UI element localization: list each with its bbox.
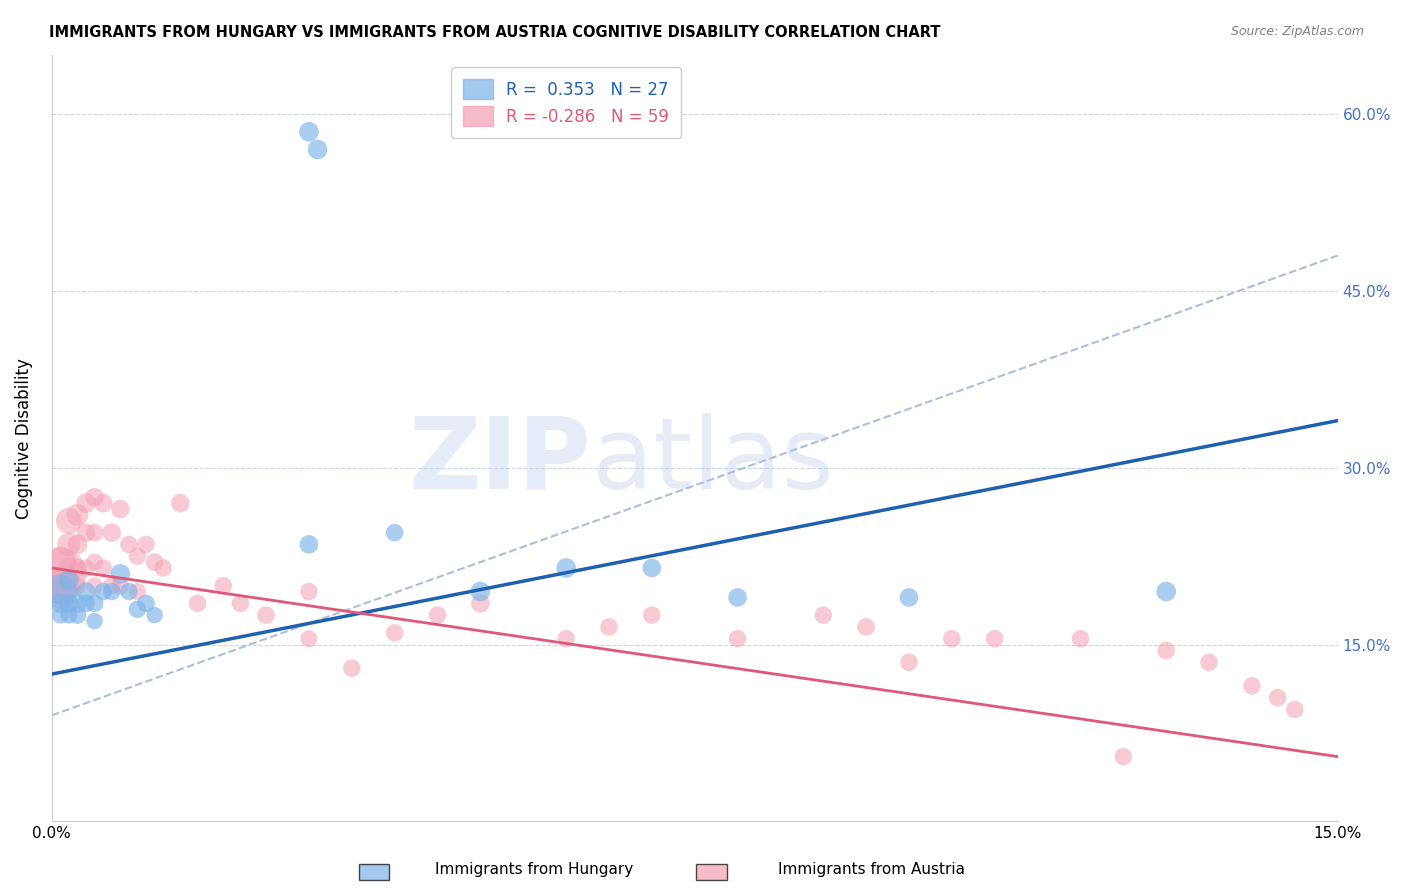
Point (58, 514, 80, 528)
Point (340, 661, 363, 675)
Point (555, 632, 578, 646)
Point (75, 596, 97, 610)
Point (91, 561, 114, 575)
Point (855, 620, 877, 634)
Point (169, 496, 191, 510)
Point (898, 591, 921, 605)
Point (66, 596, 89, 610)
Point (66, 508, 89, 522)
Point (83, 614, 105, 628)
Point (75, 525, 97, 540)
Point (229, 596, 252, 610)
Point (727, 591, 749, 605)
Point (110, 566, 132, 581)
Point (143, 608, 166, 623)
Point (727, 632, 749, 646)
Point (66, 537, 89, 551)
Point (598, 620, 620, 634)
Point (118, 584, 141, 599)
Point (49, 566, 72, 581)
Point (66, 579, 89, 593)
Point (75, 496, 97, 510)
Point (58, 573, 80, 587)
Point (813, 608, 835, 623)
Point (58, 537, 80, 551)
Legend: R =  0.353   N = 27, R = -0.286   N = 59: R = 0.353 N = 27, R = -0.286 N = 59 (451, 67, 681, 138)
Point (83, 555, 105, 569)
Point (1198, 655, 1220, 669)
Text: ZIP: ZIP (409, 413, 592, 510)
Point (91, 584, 114, 599)
Point (298, 632, 321, 646)
Point (83, 579, 105, 593)
Text: IMMIGRANTS FROM HUNGARY VS IMMIGRANTS FROM AUSTRIA COGNITIVE DISABILITY CORRELAT: IMMIGRANTS FROM HUNGARY VS IMMIGRANTS FR… (49, 25, 941, 40)
Point (983, 632, 1005, 646)
Point (941, 632, 963, 646)
Point (100, 584, 122, 599)
Point (58, 596, 80, 610)
Point (66, 561, 89, 575)
Point (1154, 643, 1177, 657)
Point (1112, 749, 1135, 764)
Point (298, 537, 321, 551)
Point (75, 561, 97, 575)
Point (49, 584, 72, 599)
Point (49, 584, 72, 599)
Point (58, 608, 80, 623)
Point (83, 596, 105, 610)
Point (127, 584, 149, 599)
Point (75, 584, 97, 599)
Point (58, 561, 80, 575)
Point (641, 608, 664, 623)
Point (1154, 584, 1177, 599)
Point (384, 625, 406, 640)
Point (58, 579, 80, 593)
Point (135, 596, 157, 610)
Point (49, 596, 72, 610)
Point (110, 502, 132, 516)
Text: atlas: atlas (592, 413, 834, 510)
Point (384, 525, 406, 540)
Point (152, 561, 174, 575)
Point (118, 537, 141, 551)
Point (1267, 690, 1289, 705)
Point (127, 602, 149, 616)
Point (186, 596, 208, 610)
Text: Source: ZipAtlas.com: Source: ZipAtlas.com (1230, 25, 1364, 38)
Point (49, 555, 72, 569)
Y-axis label: Cognitive Disability: Cognitive Disability (15, 358, 32, 519)
Text: Immigrants from Hungary: Immigrants from Hungary (434, 863, 634, 877)
Point (307, 143, 329, 157)
Point (127, 549, 149, 564)
Point (298, 584, 321, 599)
Point (470, 596, 492, 610)
Point (66, 608, 89, 623)
Point (110, 579, 132, 593)
Point (83, 525, 105, 540)
Point (641, 561, 664, 575)
Point (100, 579, 122, 593)
Point (555, 561, 578, 575)
Point (254, 608, 277, 623)
Point (1069, 632, 1091, 646)
Point (426, 608, 449, 623)
Point (1240, 679, 1263, 693)
Point (49, 579, 72, 593)
Point (91, 496, 114, 510)
Point (470, 584, 492, 599)
Point (49, 608, 72, 623)
Point (100, 525, 122, 540)
Point (212, 579, 235, 593)
Point (898, 655, 921, 669)
Point (58, 596, 80, 610)
Point (1284, 702, 1306, 716)
Point (135, 537, 157, 551)
Point (143, 555, 166, 569)
Text: Immigrants from Austria: Immigrants from Austria (778, 863, 966, 877)
Point (83, 490, 105, 504)
Point (298, 125, 321, 139)
